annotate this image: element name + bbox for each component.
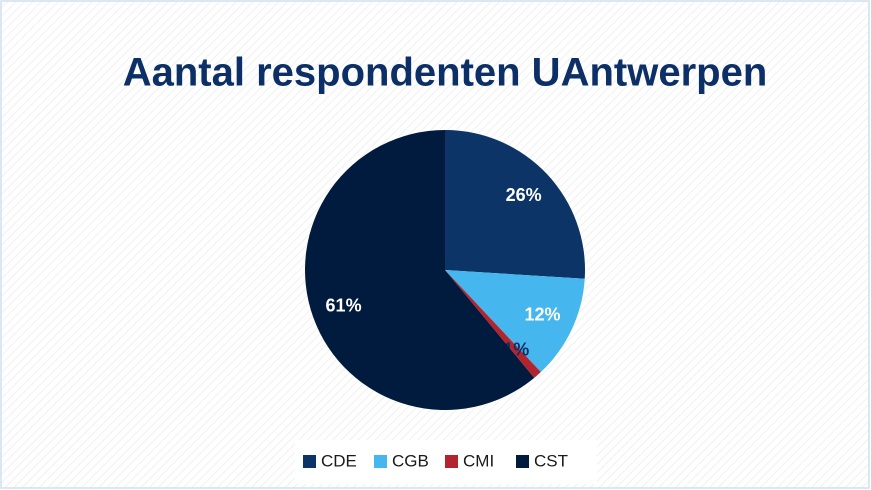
legend-swatch	[374, 455, 387, 468]
pie-slice	[445, 270, 585, 373]
legend-swatch	[303, 455, 316, 468]
data-label: 12%	[525, 305, 561, 325]
chart-title: Aantal respondenten UAntwerpen	[123, 51, 768, 95]
pie-slice	[305, 130, 535, 410]
legend-swatch	[445, 455, 458, 468]
legend-swatch	[516, 455, 529, 468]
data-label: 26%	[506, 185, 542, 205]
legend-label: CST	[534, 451, 568, 470]
pie-slice	[445, 130, 585, 279]
pie-slice	[445, 270, 541, 378]
legend-label: CGB	[392, 451, 429, 470]
legend-label: CDE	[321, 451, 357, 470]
legend-label: CMI	[463, 451, 494, 470]
data-label: 61%	[326, 295, 362, 315]
